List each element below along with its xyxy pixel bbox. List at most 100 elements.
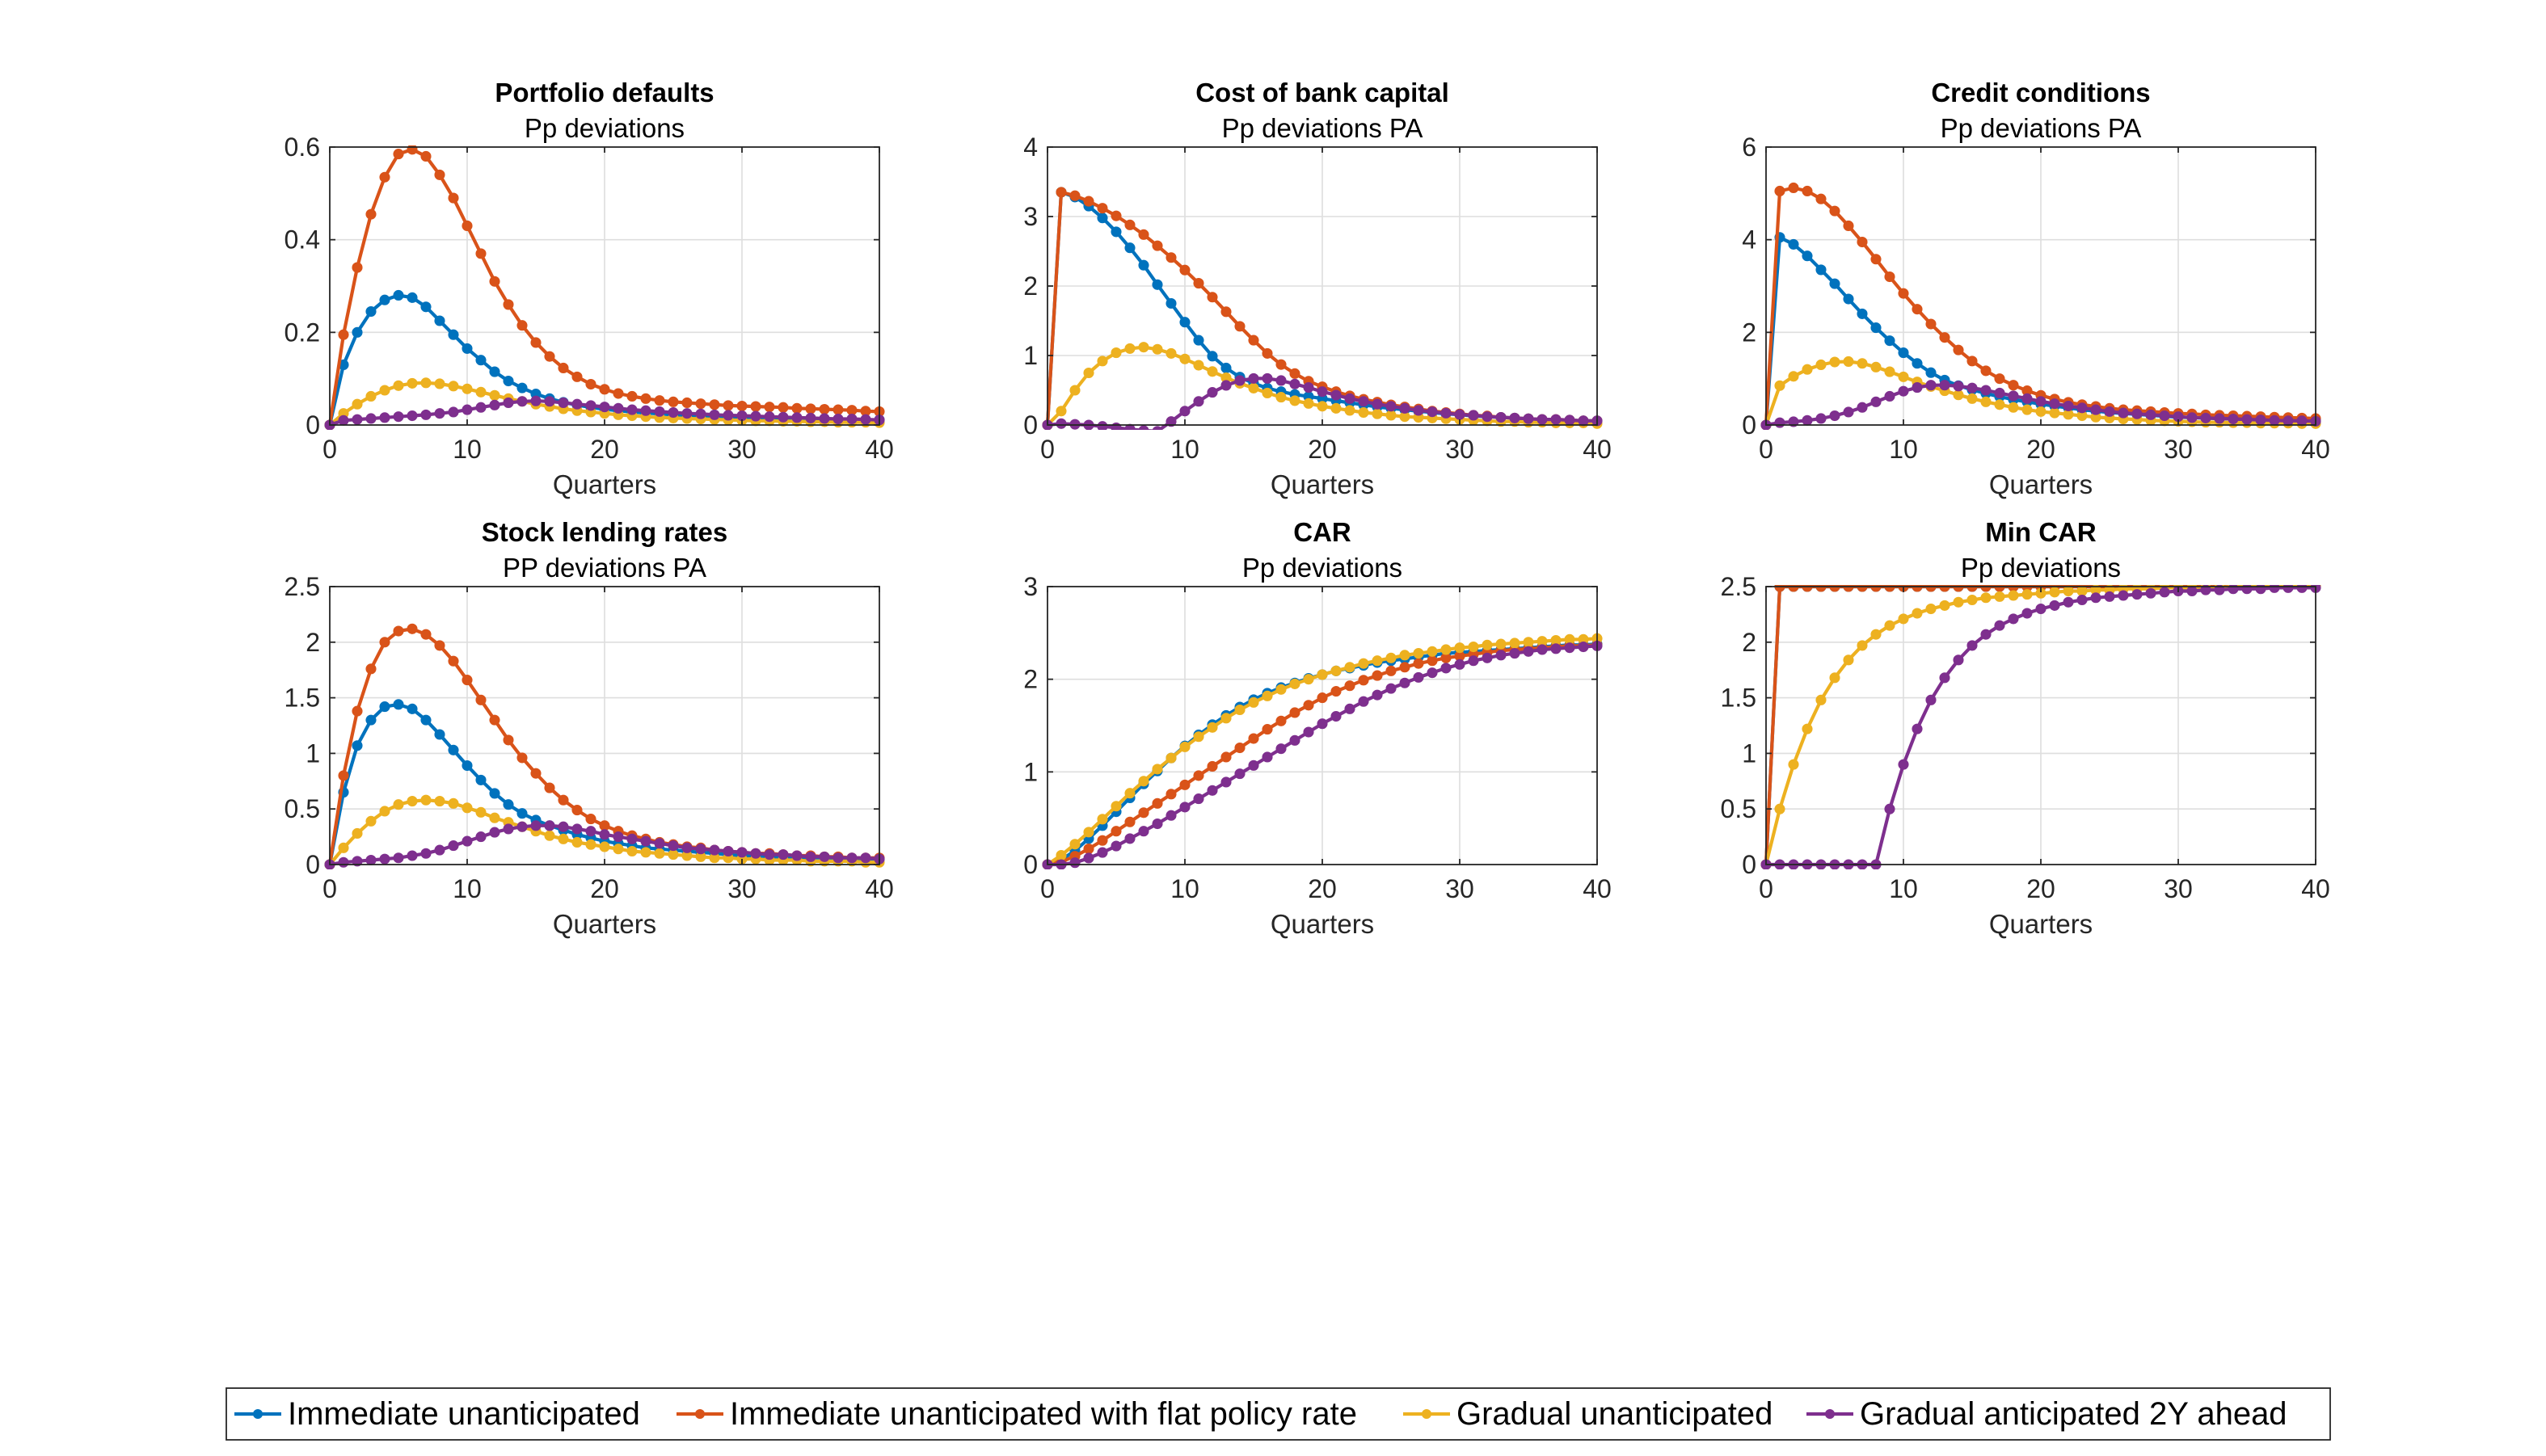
data-point (462, 675, 473, 686)
data-point (654, 406, 665, 417)
data-point (1111, 801, 1122, 812)
data-point (2228, 413, 2239, 425)
data-point (1802, 185, 1813, 197)
data-point (544, 782, 555, 793)
data-point (1884, 390, 1895, 402)
data-point (338, 842, 349, 853)
data-point (379, 294, 390, 305)
y-tick-label: 1.5 (285, 684, 320, 713)
data-point (407, 796, 418, 807)
data-point (1220, 380, 1232, 391)
data-point (1275, 715, 1287, 726)
data-point (1330, 665, 1342, 676)
data-point (1179, 802, 1191, 813)
data-point (1939, 600, 1950, 611)
data-point (1857, 640, 1868, 651)
data-point (516, 320, 528, 331)
data-point (2008, 380, 2019, 391)
data-point (626, 404, 638, 415)
data-point (420, 794, 432, 806)
data-point (1372, 655, 1383, 667)
x-tick-label: 0 (1040, 874, 1055, 903)
data-point (1275, 359, 1287, 370)
x-tick-label: 10 (453, 874, 482, 903)
data-point (736, 400, 748, 412)
data-point (1234, 321, 1246, 332)
data-point (1275, 375, 1287, 386)
data-point (2008, 613, 2019, 625)
data-point (1248, 733, 1259, 744)
data-point (1303, 674, 1314, 685)
data-point (1857, 358, 1868, 369)
data-point (1289, 707, 1300, 718)
data-point (1774, 417, 1785, 428)
data-point (1372, 689, 1383, 701)
data-point (1248, 760, 1259, 771)
data-point (2118, 407, 2129, 419)
data-point (2090, 404, 2101, 415)
data-point (516, 821, 528, 832)
data-point (1550, 643, 1562, 654)
data-point (654, 395, 665, 406)
data-point (791, 402, 803, 414)
y-tick-label: 2.5 (1721, 572, 1756, 601)
data-point (668, 849, 679, 861)
data-point (2186, 585, 2198, 597)
data-point (585, 839, 596, 850)
data-point (709, 409, 720, 420)
data-point (2049, 407, 2060, 419)
data-point (2076, 402, 2088, 414)
data-point (1234, 704, 1246, 716)
data-point (1262, 724, 1273, 735)
subplot-subtitle: Pp deviations (1242, 553, 1402, 583)
data-point (1069, 190, 1081, 201)
data-point (2255, 414, 2266, 426)
data-point (805, 403, 816, 414)
data-point (1193, 360, 1204, 371)
data-point (1317, 718, 1328, 730)
data-point (462, 802, 473, 814)
data-point (434, 315, 445, 326)
data-point (1385, 652, 1397, 663)
data-point (379, 385, 390, 396)
data-point (352, 398, 363, 410)
data-point (1994, 387, 2005, 398)
data-point (1083, 827, 1094, 838)
data-point (379, 853, 390, 865)
legend-entry-2: Immediate unanticipated with flat policy… (677, 1396, 1357, 1432)
data-point (365, 208, 377, 220)
data-point (489, 276, 500, 287)
data-point (1166, 416, 1177, 427)
y-tick-label: 2 (1742, 628, 1756, 657)
data-point (1193, 770, 1204, 781)
data-point (571, 805, 583, 816)
subplot-subtitle: PP deviations PA (503, 553, 706, 583)
y-tick-label: 0 (1023, 850, 1038, 879)
legend-swatch-marker (695, 1409, 705, 1419)
data-point (1413, 658, 1424, 669)
data-point (1056, 849, 1067, 861)
series-group (324, 623, 885, 869)
data-point (434, 378, 445, 389)
data-point (1843, 654, 1854, 666)
data-point (681, 408, 693, 419)
data-point (833, 852, 844, 864)
data-point (1330, 710, 1342, 722)
data-point (393, 411, 404, 423)
data-point (1980, 592, 1992, 604)
data-point (1564, 642, 1575, 654)
x-tick-label: 40 (1583, 874, 1612, 903)
subplot-title: Portfolio defaults (495, 78, 714, 107)
subplot-3: 0 10 20 30 40 0 2 4 6 Credit conditions Pp deviati… (1742, 78, 2330, 499)
data-point (379, 637, 390, 648)
data-point (434, 408, 445, 419)
legend-entry-4: Gradual anticipated 2Y ahead (1806, 1396, 2287, 1432)
data-point (1925, 318, 1937, 330)
x-tick-label: 10 (1889, 435, 1918, 464)
data-point (1152, 240, 1163, 251)
data-point (1303, 382, 1314, 393)
data-point (2049, 600, 2060, 611)
data-point (1440, 407, 1452, 419)
data-point (1124, 788, 1136, 799)
data-point (1069, 839, 1081, 850)
